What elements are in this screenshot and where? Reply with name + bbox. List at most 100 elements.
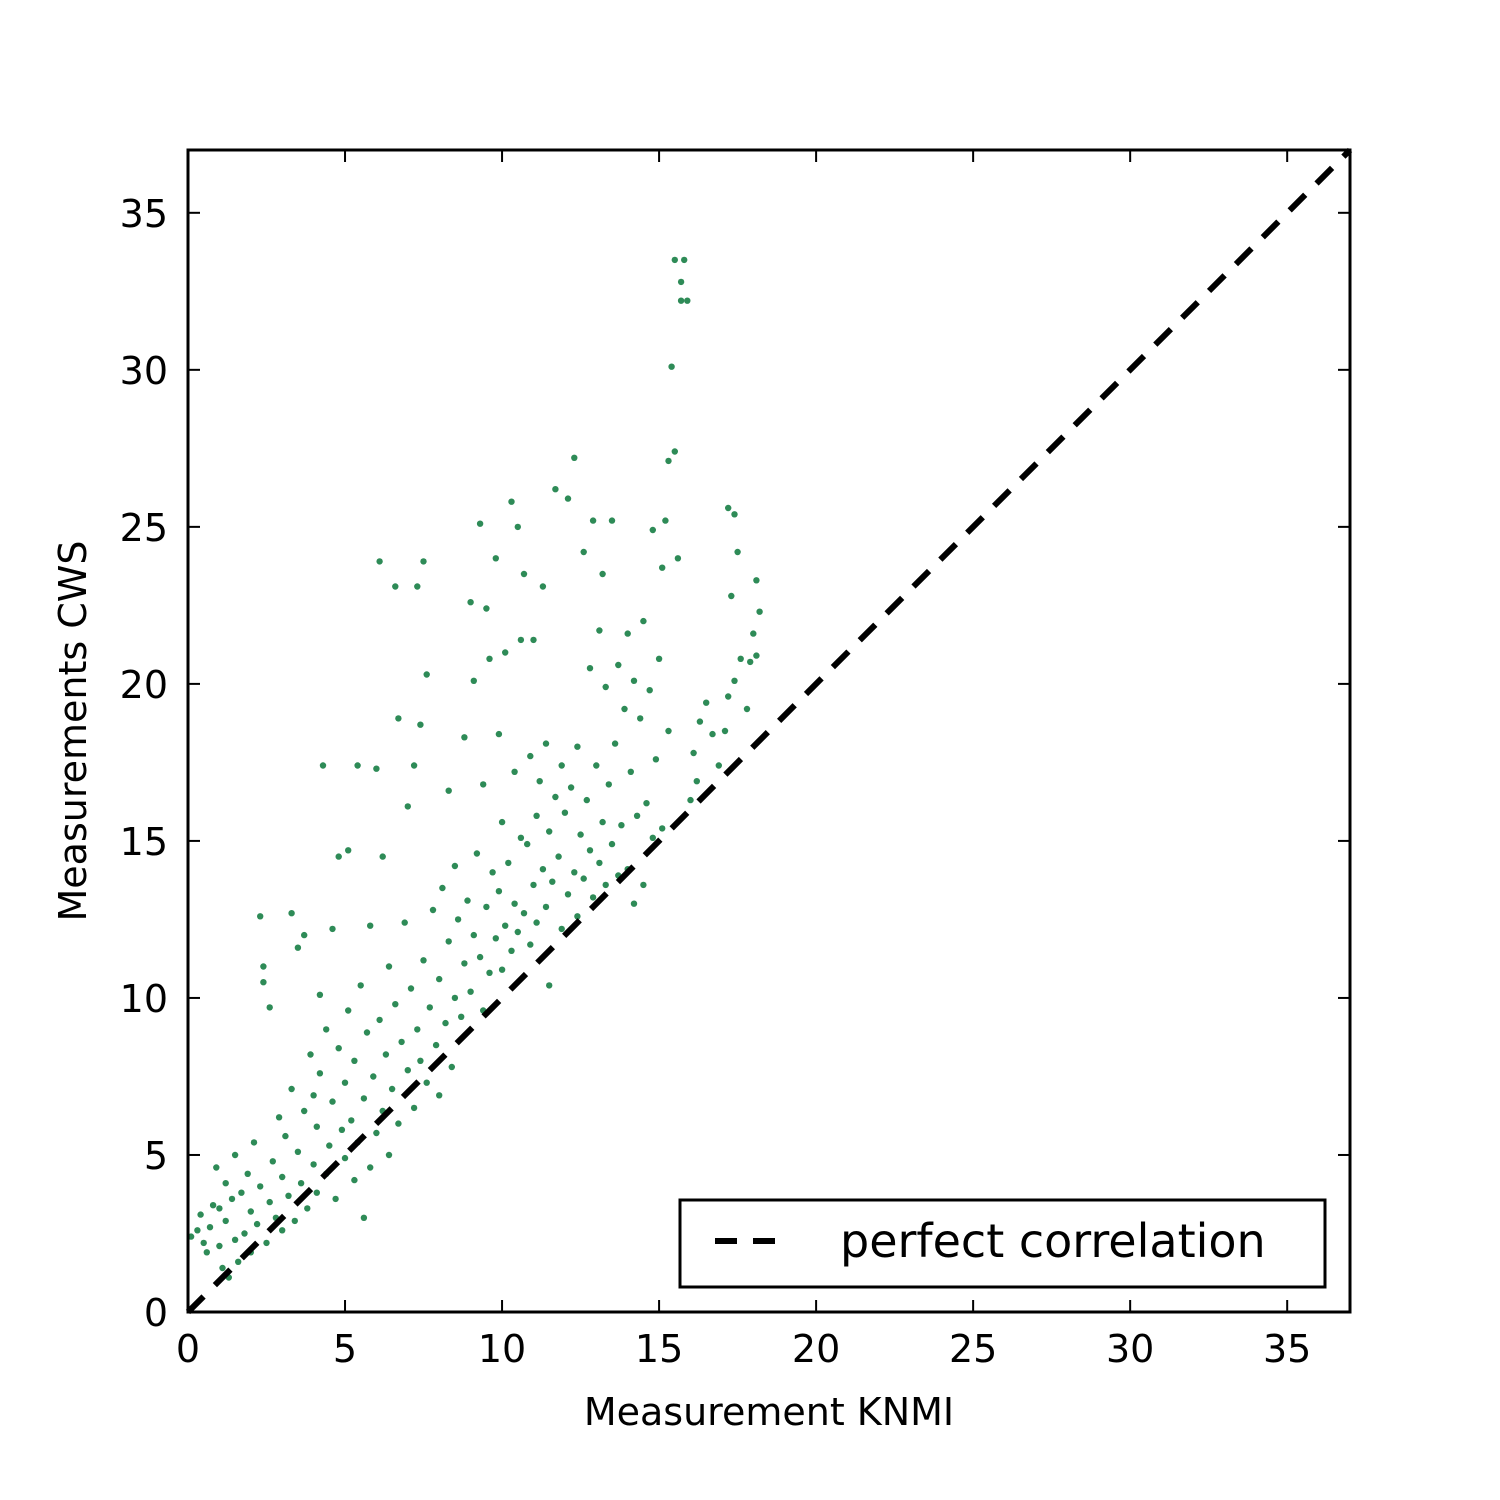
data-point: [517, 636, 525, 644]
data-point: [370, 1073, 377, 1080]
data-point: [288, 910, 295, 917]
plot-frame: [186, 148, 1352, 1314]
data-point: [486, 969, 493, 976]
data-point: [288, 1085, 295, 1093]
data-point: [596, 859, 603, 867]
data-point: [596, 627, 603, 634]
data-point: [483, 903, 490, 911]
data-point: [407, 985, 415, 992]
data-point: [414, 583, 421, 590]
data-point: [373, 765, 380, 772]
data-point: [341, 1154, 349, 1162]
data-point: [486, 655, 493, 662]
data-point: [615, 661, 622, 669]
data-point: [451, 994, 459, 1002]
data-point: [410, 1104, 418, 1112]
data-point: [297, 1180, 305, 1187]
data-point: [313, 1189, 320, 1196]
data-point: [395, 1120, 402, 1127]
data-point: [508, 498, 515, 505]
data-point: [417, 1057, 424, 1065]
data-point: [291, 1217, 298, 1225]
data-point: [279, 1173, 286, 1181]
data-point: [662, 517, 669, 524]
data-point: [586, 665, 594, 672]
data-point: [637, 715, 644, 722]
data-point: [561, 809, 569, 816]
data-point: [495, 730, 503, 738]
data-point: [401, 919, 408, 926]
y-tick-label: 0: [144, 1291, 168, 1335]
y-tick-label: 25: [120, 506, 168, 550]
data-point: [725, 504, 732, 512]
data-point: [436, 975, 443, 983]
data-point: [549, 878, 556, 885]
data-point: [285, 1192, 292, 1200]
legend-label: perfect correlation: [840, 1214, 1266, 1268]
y-tick-label: 35: [120, 192, 168, 236]
data-point: [473, 850, 481, 857]
data-point: [677, 297, 685, 304]
data-point: [316, 991, 324, 998]
data-point: [454, 916, 462, 923]
data-point: [445, 938, 452, 945]
data-point: [442, 1019, 449, 1027]
data-point: [640, 881, 647, 889]
scatter-points: [187, 256, 763, 1281]
y-tick-label: 5: [144, 1134, 168, 1178]
data-point: [345, 1007, 352, 1014]
data-point: [323, 1026, 330, 1033]
data-point: [599, 570, 606, 578]
data-point: [354, 762, 361, 769]
data-point: [388, 1085, 396, 1093]
data-point: [294, 944, 302, 951]
data-point: [348, 1117, 355, 1124]
data-point: [263, 1239, 270, 1247]
data-point: [379, 853, 386, 860]
data-point: [279, 1227, 286, 1234]
data-point: [524, 840, 531, 848]
x-tick-label: 10: [478, 1327, 526, 1371]
data-point: [329, 925, 336, 933]
data-point: [502, 649, 509, 656]
data-point: [577, 831, 584, 838]
data-point: [533, 919, 540, 926]
x-tick-label: 0: [176, 1327, 200, 1371]
data-point: [335, 853, 342, 860]
data-point: [420, 558, 427, 565]
data-point: [574, 913, 581, 920]
x-axis-label: Measurement KNMI: [584, 1390, 954, 1434]
data-point: [502, 922, 509, 929]
data-point: [527, 752, 534, 760]
data-point: [458, 1013, 465, 1020]
data-point: [589, 894, 597, 901]
data-point: [329, 1098, 336, 1105]
data-point: [580, 875, 587, 882]
data-point: [511, 900, 518, 907]
data-point: [206, 1224, 214, 1231]
data-point: [301, 931, 308, 939]
data-point: [586, 847, 594, 854]
data-point: [539, 583, 547, 590]
data-point: [480, 781, 487, 788]
data-point: [498, 966, 506, 973]
data-point: [731, 677, 738, 684]
data-point: [665, 727, 672, 735]
data-point: [351, 1057, 358, 1065]
data-point: [558, 762, 565, 769]
data-point: [756, 608, 763, 615]
data-point: [404, 803, 411, 810]
perfect-correlation-line: [185, 147, 1353, 1315]
data-point: [750, 630, 757, 637]
data-point: [451, 862, 459, 870]
x-tick-label: 35: [1263, 1327, 1311, 1371]
data-point: [542, 740, 550, 747]
data-point: [392, 1001, 399, 1008]
data-point: [530, 881, 537, 889]
data-point: [417, 721, 424, 728]
data-point: [461, 734, 468, 741]
data-point: [275, 1114, 283, 1121]
data-point: [360, 1095, 368, 1102]
data-point: [363, 1029, 371, 1036]
data-point: [395, 715, 402, 722]
